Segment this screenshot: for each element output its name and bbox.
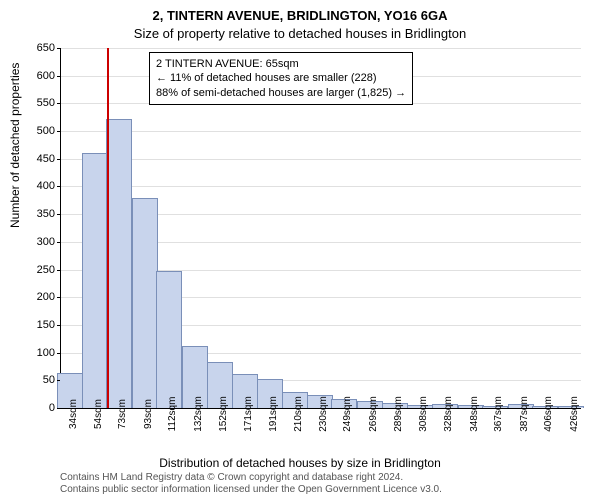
- gridline: [61, 159, 581, 160]
- ytick-label: 450: [37, 153, 55, 165]
- ytick-mark: [57, 297, 60, 298]
- ytick-mark: [57, 325, 60, 326]
- title-main: 2, TINTERN AVENUE, BRIDLINGTON, YO16 6GA: [0, 8, 600, 23]
- xtick-label: 348sqm: [469, 396, 480, 432]
- ytick-label: 550: [37, 97, 55, 109]
- ytick-mark: [57, 353, 60, 354]
- ytick-mark: [57, 214, 60, 215]
- ytick-label: 150: [37, 319, 55, 331]
- ytick-mark: [57, 159, 60, 160]
- histogram-bar: [132, 198, 158, 408]
- ytick-label: 400: [37, 180, 55, 192]
- xtick-label: 426sqm: [569, 396, 580, 432]
- xtick-label: 171sqm: [243, 396, 254, 432]
- xtick-label: 191sqm: [268, 396, 279, 432]
- x-axis-label: Distribution of detached houses by size …: [0, 456, 600, 470]
- ytick-label: 50: [43, 374, 55, 386]
- xtick-label: 132sqm: [193, 396, 204, 432]
- xtick-label: 249sqm: [342, 396, 353, 432]
- ytick-mark: [57, 76, 60, 77]
- ytick-mark: [57, 131, 60, 132]
- gridline: [61, 131, 581, 132]
- ytick-label: 300: [37, 236, 55, 248]
- gridline: [61, 186, 581, 187]
- ytick-label: 250: [37, 264, 55, 276]
- chart-container: 2, TINTERN AVENUE, BRIDLINGTON, YO16 6GA…: [0, 0, 600, 500]
- annotation-box: 2 TINTERN AVENUE: 65sqm← 11% of detached…: [149, 52, 413, 105]
- ytick-mark: [57, 380, 60, 381]
- ytick-mark: [57, 186, 60, 187]
- ytick-label: 600: [37, 70, 55, 82]
- annotation-line3: 88% of semi-detached houses are larger (…: [156, 86, 406, 100]
- xtick-label: 308sqm: [418, 396, 429, 432]
- ytick-label: 650: [37, 42, 55, 54]
- xtick-label: 152sqm: [218, 396, 229, 432]
- copyright-line2: Contains public sector information licen…: [60, 484, 442, 496]
- xtick-label: 406sqm: [543, 396, 554, 432]
- annotation-line2: ← 11% of detached houses are smaller (22…: [156, 71, 406, 85]
- ytick-mark: [57, 48, 60, 49]
- xtick-label: 289sqm: [393, 396, 404, 432]
- xtick-label: 210sqm: [293, 396, 304, 432]
- xtick-label: 269sqm: [368, 396, 379, 432]
- xtick-label: 328sqm: [443, 396, 454, 432]
- xtick-label: 367sqm: [493, 396, 504, 432]
- plot-area: 2 TINTERN AVENUE: 65sqm← 11% of detached…: [60, 48, 581, 409]
- copyright-line1: Contains HM Land Registry data © Crown c…: [60, 472, 442, 484]
- xtick-label: 230sqm: [318, 396, 329, 432]
- ytick-label: 200: [37, 291, 55, 303]
- ytick-mark: [57, 103, 60, 104]
- xtick-label: 112sqm: [167, 397, 178, 432]
- ytick-mark: [57, 408, 60, 409]
- ytick-mark: [57, 242, 60, 243]
- xtick-label: 93sqm: [143, 399, 154, 429]
- histogram-bar: [82, 153, 108, 408]
- ytick-label: 350: [37, 208, 55, 220]
- histogram-bar: [156, 271, 182, 408]
- ytick-label: 500: [37, 125, 55, 137]
- marker-line: [107, 48, 109, 408]
- copyright: Contains HM Land Registry data © Crown c…: [60, 472, 442, 496]
- annotation-line1: 2 TINTERN AVENUE: 65sqm: [156, 57, 406, 71]
- xtick-label: 54sqm: [93, 399, 104, 429]
- y-axis-label: Number of detached properties: [8, 63, 22, 228]
- ytick-label: 0: [49, 402, 55, 414]
- ytick-label: 100: [37, 347, 55, 359]
- xtick-label: 34sqm: [68, 399, 79, 429]
- xtick-label: 387sqm: [519, 396, 530, 432]
- ytick-mark: [57, 270, 60, 271]
- histogram-bar: [106, 119, 132, 408]
- xtick-label: 73sqm: [117, 399, 128, 429]
- gridline: [61, 48, 581, 49]
- title-sub: Size of property relative to detached ho…: [0, 26, 600, 41]
